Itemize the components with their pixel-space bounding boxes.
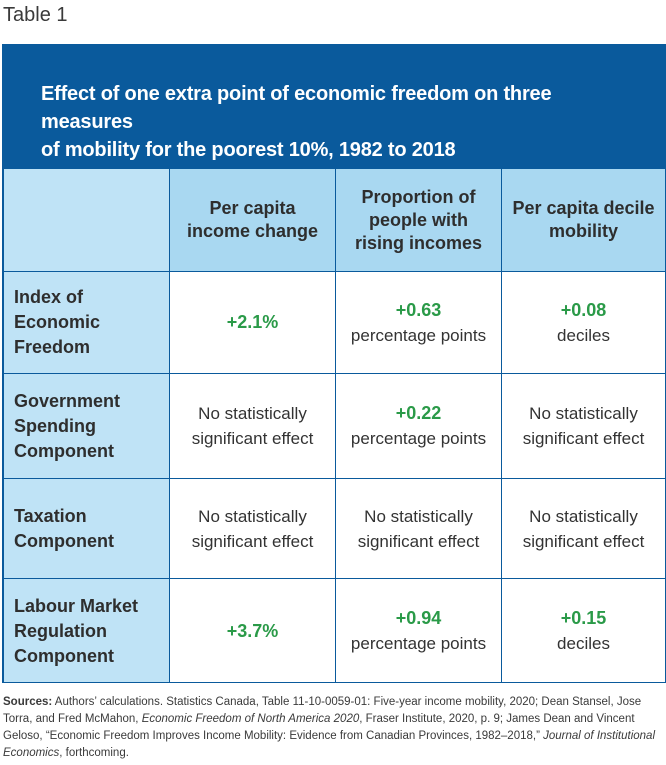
table-row: Labour Market Regulation Component +3.7%… [3, 578, 665, 682]
table-cell: No statistically significant effect [501, 478, 665, 579]
column-header-decile-mobility: Per capita decile mobility [501, 168, 665, 272]
table-cell: +0.15 deciles [501, 578, 665, 682]
no-effect-text: No statistically significant effect [357, 506, 480, 551]
table-cell: +0.08 deciles [501, 271, 665, 374]
sources-text: , Fraser Institute, 2020, p. 9; James De… [3, 713, 635, 742]
no-effect-text: No statistically significant effect [522, 404, 645, 448]
no-effect-text: No statistically significant effect [522, 506, 645, 551]
table-title-line-1: Effect of one extra point of economic fr… [41, 83, 552, 133]
table-cell: +0.22 percentage points [335, 373, 502, 479]
effect-unit: percentage points [350, 634, 487, 653]
no-effect-text: No statistically significant effect [191, 506, 314, 551]
effect-value: +0.22 [395, 403, 442, 423]
sources-text: , forthcoming. [59, 747, 129, 759]
column-header-rising-incomes: Proportion of people with rising incomes [335, 168, 502, 272]
effect-value: +0.94 [395, 608, 442, 628]
table-cell: No statistically significant effect [169, 478, 336, 579]
column-header-income-change: Per capita income change [169, 168, 336, 272]
header-corner-cell [3, 168, 170, 272]
effect-unit: percentage points [350, 429, 487, 448]
sources-label: Sources: [3, 696, 53, 708]
table-cell: +3.7% [169, 578, 336, 682]
data-table: Per capita income change Proportion of p… [3, 168, 665, 682]
sources-journal-title: Journal of Institutional Economics [3, 730, 655, 759]
table-cell: +0.63 percentage points [335, 271, 502, 374]
effect-unit: deciles [557, 634, 610, 653]
no-effect-text: No statistically significant effect [191, 404, 314, 448]
effect-unit: deciles [557, 325, 610, 345]
row-label: Labour Market Regulation Component [3, 578, 170, 682]
table-cell: No statistically significant effect [501, 373, 665, 479]
mobility-table: Effect of one extra point of economic fr… [2, 44, 666, 683]
effect-value: +0.63 [395, 299, 442, 320]
sources-text: Authors’ calculations. Statistics Canada… [3, 696, 642, 725]
effect-value: +3.7% [226, 620, 279, 641]
header-row: Per capita income change Proportion of p… [3, 168, 665, 272]
row-label: Government Spending Component [3, 373, 170, 479]
table-title: Effect of one extra point of economic fr… [3, 45, 665, 168]
table-row: Taxation Component No statistically sign… [3, 478, 665, 579]
table-caption: Table 1 [3, 4, 68, 26]
effect-unit: percentage points [350, 325, 487, 345]
effect-value: +0.08 [560, 299, 607, 320]
table-cell: No statistically significant effect [169, 373, 336, 479]
sources-title-efna: Economic Freedom of North America 2020 [141, 713, 360, 725]
table-cell: +2.1% [169, 271, 336, 374]
table-cell: +0.94 percentage points [335, 578, 502, 682]
table-title-line-2: of mobility for the poorest 10%, 1982 to… [41, 139, 456, 161]
row-label: Taxation Component [3, 478, 170, 579]
table-cell: No statistically significant effect [335, 478, 502, 579]
sources-note: Sources: Authors’ calculations. Statisti… [3, 694, 663, 762]
effect-value: +2.1% [226, 312, 279, 332]
effect-value: +0.15 [560, 608, 607, 628]
table-row: Index of Economic Freedom +2.1% +0.63 pe… [3, 271, 665, 374]
row-label: Index of Economic Freedom [3, 271, 170, 374]
table-row: Government Spending Component No statist… [3, 373, 665, 479]
